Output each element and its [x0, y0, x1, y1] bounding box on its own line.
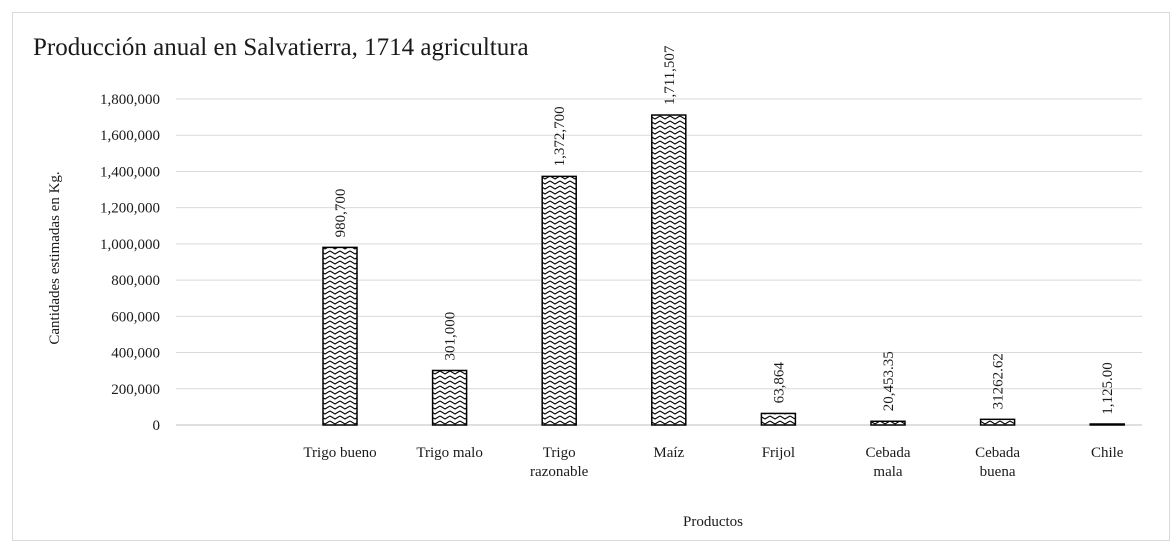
bar	[651, 114, 687, 426]
bar	[979, 418, 1016, 426]
y-tick-label: 800,000	[111, 273, 160, 289]
data-label: 31262.62	[991, 353, 1007, 409]
y-tick-label: 200,000	[111, 382, 160, 398]
bar	[541, 175, 577, 426]
bar	[1089, 423, 1125, 426]
y-tick-label: 1,400,000	[100, 164, 160, 180]
data-label: 63,864	[771, 362, 787, 404]
data-label: 980,700	[333, 189, 349, 238]
chart-title: Producción anual en Salvatierra, 1714 ag…	[33, 34, 529, 61]
bar	[322, 246, 358, 426]
x-tick-label: Frijol	[762, 445, 795, 461]
x-tick-label: Trigo bueno	[303, 445, 376, 461]
x-tick-label: Cebada	[975, 445, 1020, 461]
chart-frame	[12, 12, 1170, 541]
data-label: 20,453.35	[881, 351, 897, 411]
data-label: 1,372,700	[552, 106, 568, 166]
data-label: 1,711,507	[662, 45, 678, 105]
x-tick-label: Trigo malo	[416, 445, 483, 461]
y-tick-label: 1,200,000	[100, 201, 160, 217]
y-tick-label: 400,000	[111, 346, 160, 362]
bar	[431, 369, 468, 426]
x-tick-label: Cebada	[866, 445, 911, 461]
x-axis-categories: Trigo bueno Trigo malo Trigo razonable Maíz F…	[303, 445, 1123, 480]
y-axis-label: Cantidades estimadas en Kg.	[47, 171, 63, 344]
x-tick-label: mala	[873, 464, 902, 480]
data-labels: 980,700 301,000 1,372,700 1,711,507 63,864 20…	[333, 45, 1116, 415]
y-axis-ticks: 0 200,000 400,000 600,000 800,000 1,000,000 1,…	[100, 92, 160, 434]
y-tick-label: 1,000,000	[100, 237, 160, 253]
bars	[322, 114, 1125, 426]
x-tick-label: buena	[980, 464, 1016, 480]
bar	[870, 420, 906, 426]
x-tick-label: Maíz	[653, 445, 684, 461]
bar	[760, 412, 797, 426]
y-tick-label: 1,600,000	[100, 128, 160, 144]
data-label: 301,000	[443, 312, 459, 361]
y-tick-label: 600,000	[111, 309, 160, 325]
x-tick-label: razonable	[530, 464, 589, 480]
x-tick-label: Trigo	[543, 445, 576, 461]
x-tick-label: Chile	[1091, 445, 1124, 461]
y-tick-label: 0	[153, 418, 161, 434]
data-label: 1,125.00	[1100, 362, 1116, 415]
x-axis-label: Productos	[683, 514, 743, 530]
y-tick-label: 1,800,000	[100, 92, 160, 108]
